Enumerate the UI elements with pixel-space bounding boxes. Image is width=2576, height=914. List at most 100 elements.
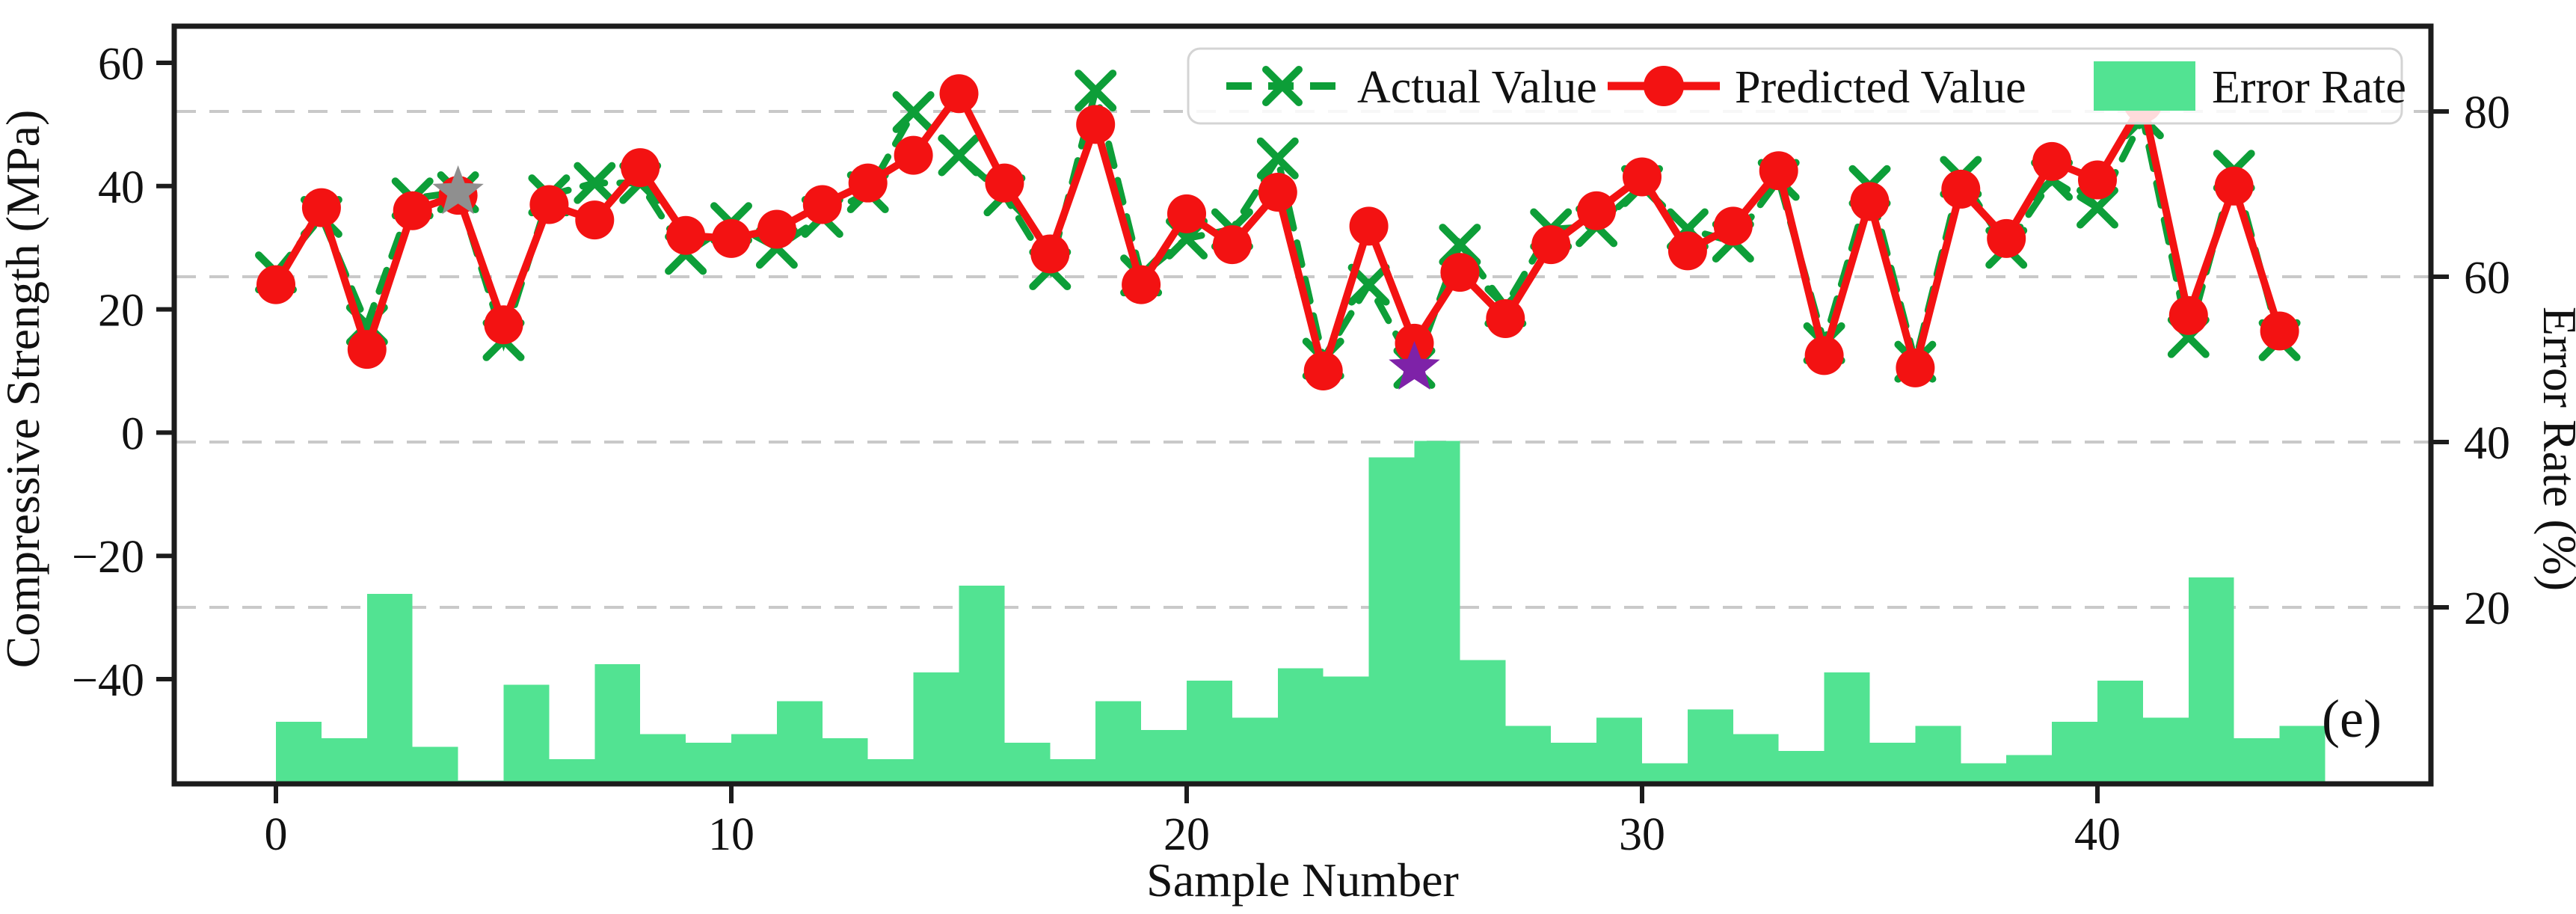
predicted-dot-marker bbox=[1303, 352, 1343, 390]
x-axis-label: Sample Number bbox=[1146, 853, 1459, 907]
error-bar bbox=[2234, 738, 2280, 784]
predicted-dot-marker bbox=[621, 148, 660, 188]
legend-error-rate-swatch bbox=[2094, 61, 2195, 111]
error-bar bbox=[549, 758, 595, 784]
error-bar bbox=[1733, 734, 1779, 784]
left-tick-label: 0 bbox=[121, 408, 144, 459]
predicted-dot-marker bbox=[1122, 265, 1161, 304]
error-bar bbox=[867, 758, 914, 784]
predicted-dot-marker bbox=[2032, 141, 2072, 181]
predicted-dot-marker bbox=[1349, 206, 1389, 246]
predicted-dot-marker bbox=[848, 163, 888, 203]
error-bar bbox=[1642, 763, 1688, 784]
predicted-dot-marker bbox=[529, 185, 569, 224]
error-bar bbox=[1460, 660, 1506, 784]
error-bar bbox=[2279, 726, 2326, 784]
error-bar bbox=[1050, 758, 1096, 784]
x-tick-label: 40 bbox=[2074, 809, 2121, 860]
predicted-dot-marker bbox=[1486, 298, 1525, 338]
predicted-dot-marker bbox=[1440, 253, 1480, 292]
right-tick-label: 20 bbox=[2464, 583, 2510, 634]
predicted-dot-marker bbox=[712, 218, 751, 258]
predicted-dot-marker bbox=[666, 215, 706, 255]
error-bar bbox=[1505, 726, 1552, 784]
actual-value-line bbox=[272, 89, 2284, 376]
error-bar bbox=[1551, 742, 1597, 784]
purple-star bbox=[1389, 340, 1440, 390]
legend-label-error-rate: Error Rate bbox=[2212, 62, 2406, 113]
error-bar bbox=[1961, 763, 2007, 784]
predicted-dot-marker bbox=[1759, 151, 1798, 191]
predicted-dot-marker bbox=[1896, 348, 1935, 387]
error-bar bbox=[1824, 672, 1870, 784]
error-bar bbox=[1095, 701, 1142, 784]
x-tick-label: 30 bbox=[1619, 809, 1665, 860]
plot-border bbox=[171, 23, 2434, 787]
error-bar bbox=[1368, 457, 1415, 784]
error-bar bbox=[1869, 742, 1916, 784]
predicted-dot-marker bbox=[256, 265, 295, 304]
predicted-dot-marker bbox=[1713, 206, 1753, 246]
error-bar bbox=[594, 663, 641, 784]
error-bar bbox=[640, 734, 686, 784]
error-bar bbox=[1004, 742, 1051, 784]
error-bar bbox=[2188, 577, 2234, 784]
error-bar bbox=[1141, 730, 1187, 784]
error-bar bbox=[1596, 717, 1642, 784]
actual-x-marker bbox=[1256, 137, 1299, 180]
predicted-dot-marker bbox=[1987, 218, 2026, 258]
predicted-dot-marker bbox=[484, 305, 523, 345]
error-bar bbox=[1414, 441, 1460, 784]
error-bar bbox=[321, 738, 367, 784]
predicted-dot-marker bbox=[393, 191, 432, 230]
error-bar bbox=[776, 701, 823, 784]
left-tick-label: 40 bbox=[98, 162, 144, 213]
predicted-dot-marker bbox=[802, 185, 842, 224]
x-tick-label: 0 bbox=[265, 809, 288, 860]
predicted-dot-marker bbox=[2078, 160, 2117, 200]
predicted-dot-marker bbox=[1212, 225, 1252, 265]
x-tick-label: 10 bbox=[708, 809, 754, 860]
error-bar bbox=[1232, 717, 1278, 784]
legend-label-predicted-value: Predicted Value bbox=[1735, 62, 2026, 113]
left-tick-label: 20 bbox=[98, 286, 144, 337]
error-bar bbox=[2142, 717, 2189, 784]
error-bar bbox=[2006, 755, 2053, 784]
special-star-markers bbox=[432, 165, 1440, 390]
predicted-value-line bbox=[272, 90, 2284, 375]
gray-star bbox=[432, 165, 484, 215]
actual-x-marker bbox=[1075, 70, 1117, 112]
predicted-dot-marker bbox=[347, 330, 387, 369]
predicted-dot-marker bbox=[1531, 225, 1571, 265]
error-rate-bars bbox=[276, 441, 2326, 784]
error-bar bbox=[1778, 750, 1825, 784]
error-bar bbox=[276, 722, 322, 784]
predicted-dot-marker bbox=[939, 74, 979, 114]
predicted-dot-marker bbox=[1076, 105, 1116, 144]
predicted-dot-marker bbox=[2168, 295, 2208, 335]
predicted-dot-marker bbox=[1623, 157, 1662, 197]
error-bar bbox=[686, 742, 731, 784]
legend: Actual Value Predicted Value Error Rate bbox=[1187, 47, 2406, 125]
error-bar bbox=[503, 684, 550, 784]
predicted-dot-marker bbox=[1577, 191, 1617, 230]
actual-x-marker bbox=[1439, 224, 1481, 266]
right-tick-label: 40 bbox=[2464, 418, 2510, 469]
predicted-dot-marker bbox=[1667, 231, 1707, 271]
error-bar bbox=[1687, 709, 1733, 784]
error-bar bbox=[1187, 680, 1232, 784]
actual-x-marker bbox=[2077, 186, 2118, 229]
left-tick-label: −20 bbox=[72, 532, 144, 583]
predicted-dot-marker bbox=[1941, 169, 1981, 209]
y-axis-label-left: Compressive Strength (MPa) bbox=[0, 110, 49, 669]
predicted-dot-marker bbox=[1167, 194, 1206, 233]
error-bar bbox=[1277, 668, 1324, 784]
error-bar bbox=[2052, 722, 2097, 784]
predicted-dot-marker bbox=[2214, 166, 2254, 206]
error-bar bbox=[1323, 676, 1369, 784]
predicted-dot-marker bbox=[301, 188, 341, 227]
legend-predicted-dot-marker bbox=[1644, 66, 1684, 106]
predicted-dot-marker bbox=[894, 135, 933, 175]
